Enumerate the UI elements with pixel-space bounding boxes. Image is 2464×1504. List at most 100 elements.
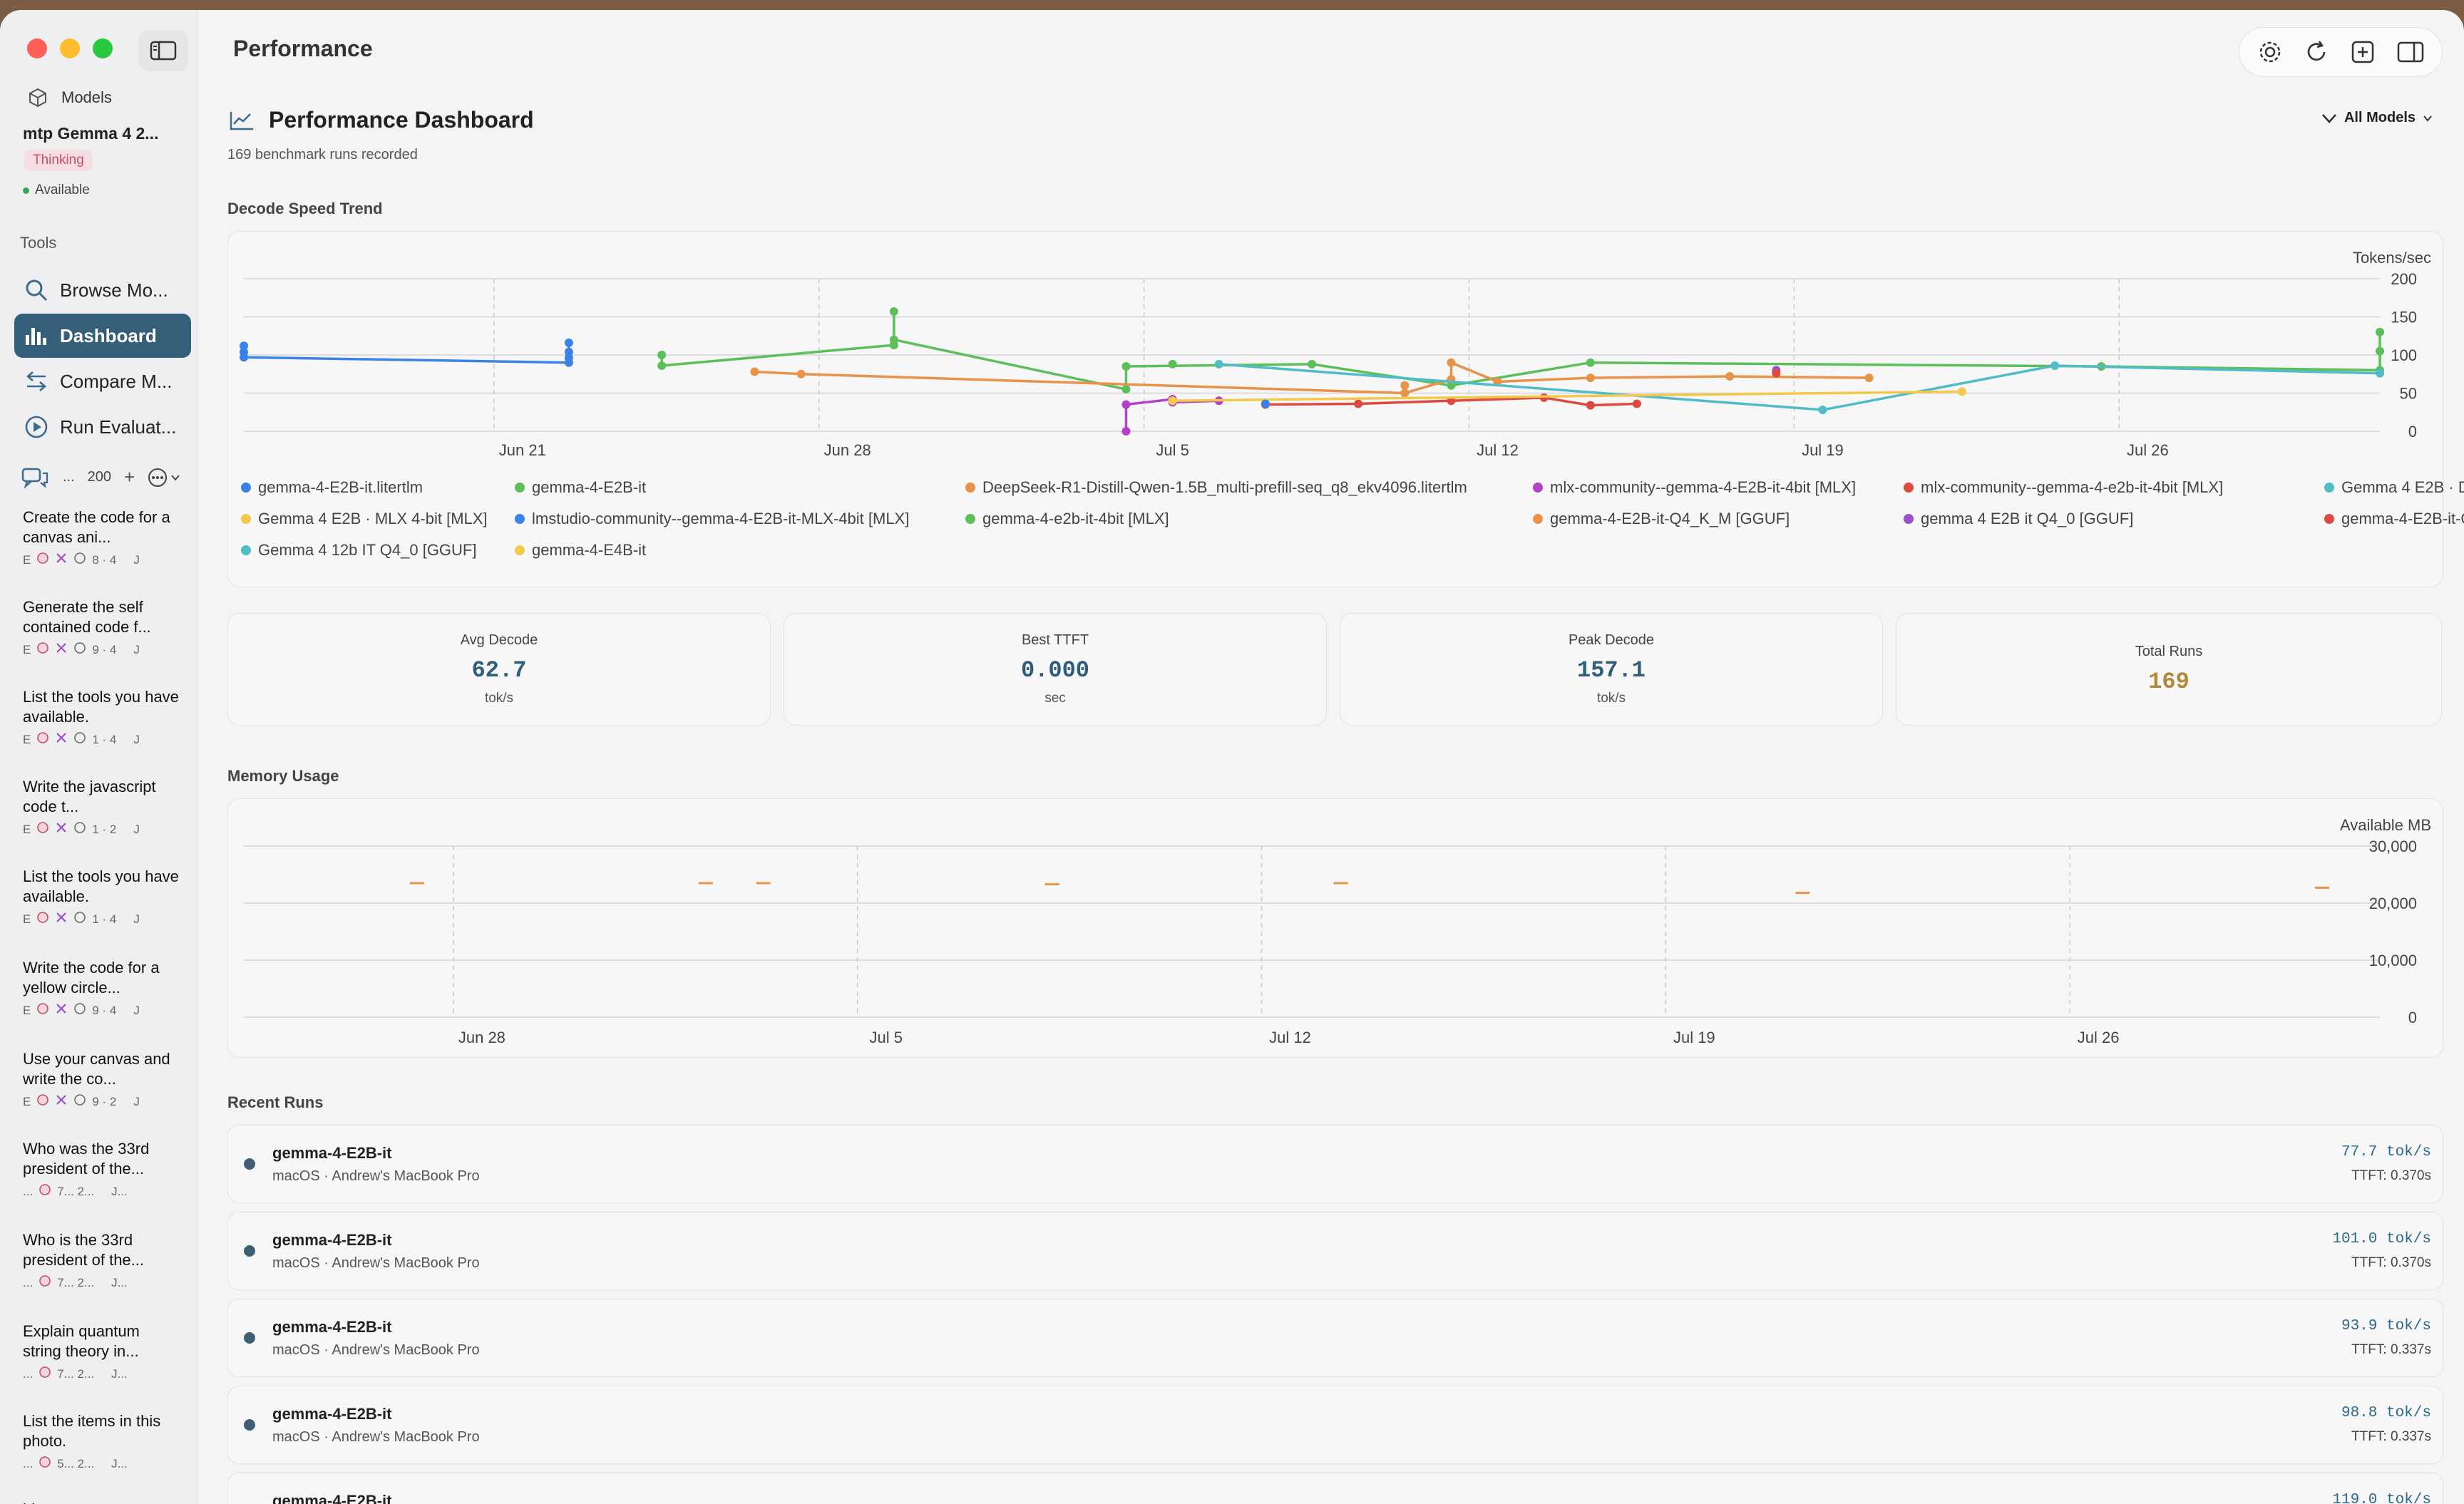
legend-label: DeepSeek-R1-Distill-Qwen-1.5B_multi-pref… [982,478,1467,496]
legend-item[interactable]: mlx-community--gemma-4-e2b-it-4bit [MLX] [1904,478,2223,497]
tool-browse-models[interactable]: Browse Mo... [14,268,191,312]
recent-run-row[interactable]: gemma-4-E2B-it macOS · Andrew's MacBook P… [227,1125,2443,1203]
new-tab-icon[interactable] [2350,39,2376,65]
conversation-stats: 7... 2... [57,1184,95,1198]
run-model-name: gemma-4-E2B-it [272,1492,392,1504]
cube-icon [29,88,46,108]
legend-color-dot [241,483,251,493]
gear-icon[interactable] [2257,39,2283,65]
minimize-window-button[interactable] [60,38,80,58]
run-device: macOS · Andrew's MacBook Pro [272,1168,480,1184]
legend-item[interactable]: gemma-4-E2B-it.litertlm [241,478,423,497]
conversation-stats: 9 · 2 [92,1094,117,1108]
legend-item[interactable]: mlx-community--gemma-4-E2B-it-4bit [MLX] [1533,478,1856,497]
conversation-item[interactable]: hi [23,1500,180,1504]
conversation-item[interactable]: List the tools you have available. E 1 · 4… [23,687,180,748]
model-filter-dropdown[interactable]: All Models [2321,110,2433,126]
series-line [242,342,570,364]
sidebar-icon [150,41,177,61]
legend-item[interactable]: gemma-4-E2B-it [515,478,646,497]
tools-icon [55,642,68,658]
conversation-stats: 8 · 4 [92,552,117,567]
data-point [889,335,898,344]
legend-color-dot [515,483,525,493]
legend-item[interactable]: gemma-4-E4B-it [515,541,646,560]
close-window-button[interactable] [27,38,47,58]
inspector-toggle-icon[interactable] [2396,39,2425,65]
tools-icon [55,911,68,927]
data-point [657,351,667,359]
decode-chart-card: 0 50 100 150 200 Tokens/sec Jun 21 Jun 28 Jul 5 J… [227,231,2464,587]
legend-item[interactable]: lmstudio-community--gemma-4-E2B-it-MLX-4… [515,510,909,528]
conversation-item[interactable]: Create the code for a canvas ani... E 8 · … [23,508,180,568]
current-model-name[interactable]: mtp Gemma 4 2... [23,124,159,143]
recent-run-row[interactable]: gemma-4-E2B-it macOS · Andrew's MacBook P… [227,1212,2443,1290]
conversation-meta-prefix: E [23,552,31,567]
conversation-stats: 1 · 4 [92,732,117,746]
line-chart-icon [230,111,253,130]
legend-item[interactable]: gemma-4-e2b-it-4bit [MLX] [965,510,1169,528]
conversation-item[interactable]: Use your canvas and write the co... E 9 · … [23,1049,180,1110]
memory-chart-card: 0 10,000 20,000 30,000 Available MB Jun 28 Jul… [227,798,2443,1058]
conversation-item[interactable]: List the tools you have available. E 1 · 4… [23,867,180,927]
conversation-item[interactable]: Who is the 33rd president of the...... 7.… [23,1230,180,1291]
plus-icon[interactable]: + [124,466,135,488]
run-ttft: TTFT: 0.337s [2351,1429,2431,1444]
legend-item[interactable]: Gemma 4 E2B · MLX 4-bit [MLX] [241,510,488,528]
legend-item[interactable]: gemma 4 E2B it Q4_0 [GGUF] [1904,510,2133,528]
legend-item[interactable]: DeepSeek-R1-Distill-Qwen-1.5B_multi-pref… [965,478,1467,497]
legend-item[interactable]: gemma-4-E2B-it-Q4... [2324,510,2464,528]
brain-icon [36,821,49,838]
run-status-dot [244,1332,255,1344]
recent-runs-label: Recent Runs [227,1093,324,1111]
conversation-meta: E 1 · 2 J [23,821,180,838]
legend-item[interactable]: gemma-4-E2B-it-Q4_K_M [GGUF] [1533,510,1790,528]
tool-run-evaluation[interactable]: Run Evaluat... [14,405,191,449]
sidebar-toggle-button[interactable] [138,30,188,71]
conversation-item[interactable]: Explain quantum string theory in...... 7.… [23,1322,180,1382]
conversation-item[interactable]: Write the code for a yellow circle... E 9 … [23,958,180,1019]
arrows-swap-icon [26,371,46,391]
brain-icon [38,1274,51,1291]
data-point [1121,427,1131,436]
conversation-meta-suffix: J... [111,1366,128,1381]
y-tick-label: 150 [2391,309,2417,326]
data-point [1121,400,1131,409]
y-tick-label: 100 [2391,346,2417,364]
legend-item[interactable]: Gemma 4 E2B · Deskt... [2324,478,2464,497]
conversations-count: 200 [87,469,112,485]
dashboard-title: Performance Dashboard [229,107,534,133]
legend-color-dot [515,514,525,524]
tool-dashboard[interactable]: Dashboard [14,314,191,358]
recent-run-row[interactable]: gemma-4-E2B-it macOS · Andrew's MacBook P… [227,1386,2443,1464]
x-tick-label: Jul 12 [1477,441,1519,459]
conversation-meta-suffix: J [133,642,140,656]
recent-run-row[interactable]: gemma-4-E2B-it macOS · Andrew's MacBook P… [227,1299,2443,1377]
more-options-icon[interactable] [148,468,180,488]
info-icon [73,911,86,927]
recent-run-row[interactable]: gemma-4-E2B-it 119.0 tok/s [227,1473,2443,1504]
info-icon [73,1093,86,1110]
data-point [1447,358,1456,367]
conversation-title: Create the code for a canvas ani... [23,508,170,546]
data-point [1493,377,1502,386]
zoom-window-button[interactable] [93,38,113,58]
conversation-item[interactable]: List the items in this photo.... 5... 2..… [23,1411,180,1472]
chat-bubbles-icon[interactable] [21,467,50,488]
tools-icon [55,1093,68,1110]
run-status-dot [244,1158,255,1170]
conversation-meta-suffix: J [133,912,140,926]
conversation-meta-prefix: E [23,732,31,746]
legend-color-dot [1904,514,1914,524]
refresh-icon[interactable] [2304,39,2329,65]
tool-compare-models[interactable]: Compare M... [14,359,191,403]
conversation-meta-suffix: J [133,732,140,746]
conversation-item[interactable]: Who was the 33rd president of the...... 7… [23,1139,180,1200]
data-point [1957,387,1966,396]
conversation-stats: 1 · 4 [92,912,117,926]
conversation-item[interactable]: Generate the self contained code f... E 9 … [23,597,180,658]
legend-item[interactable]: Gemma 4 12b IT Q4_0 [GGUF] [241,541,477,560]
models-section[interactable]: Models [27,87,112,108]
dashboard-title-text: Performance Dashboard [269,107,534,133]
conversation-item[interactable]: Write the javascript code t... E 1 · 2 J [23,777,180,838]
